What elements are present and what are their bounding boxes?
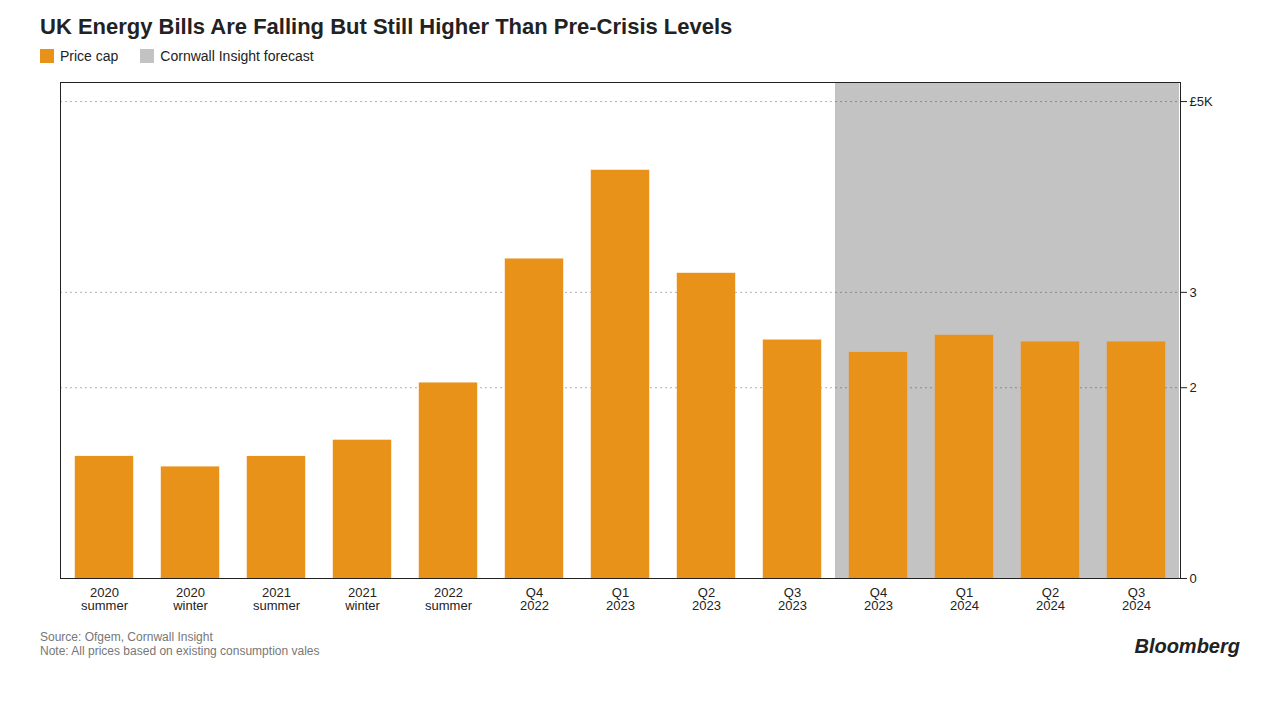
svg-text:Q22023: Q22023 — [692, 585, 721, 613]
svg-text:Q32023: Q32023 — [778, 585, 807, 613]
svg-text:2: 2 — [1190, 380, 1197, 395]
svg-text:Q32024: Q32024 — [1122, 585, 1151, 613]
svg-text:2020summer: 2020summer — [81, 585, 129, 613]
svg-text:Q42022: Q42022 — [520, 585, 549, 613]
svg-text:2021summer: 2021summer — [253, 585, 301, 613]
svg-text:£5K: £5K — [1190, 94, 1213, 109]
html-text:Price cap: Price cap — [60, 48, 119, 64]
html-text:Cornwall Insight forecast: Cornwall Insight forecast — [160, 48, 314, 64]
svg-text:Q12024: Q12024 — [950, 585, 979, 613]
svg-text:2020winter: 2020winter — [172, 585, 208, 613]
html-text:UK Energy Bills Are Falling Bu: UK Energy Bills Are Falling But Still Hi… — [40, 14, 733, 39]
svg-text:2022summer: 2022summer — [425, 585, 473, 613]
html-text:Source: Ofgem, Cornwall Insigh: Source: Ofgem, Cornwall Insight Note: Al… — [40, 630, 320, 658]
svg-text:Q22024: Q22024 — [1036, 585, 1065, 613]
svg-text:Q42023: Q42023 — [864, 585, 893, 613]
svg-text:Q12023: Q12023 — [606, 585, 635, 613]
svg-text:2021winter: 2021winter — [344, 585, 380, 613]
svg-text:0: 0 — [1190, 571, 1197, 586]
svg-text:3: 3 — [1190, 285, 1197, 300]
html-text:Bloomberg: Bloomberg — [1134, 635, 1240, 657]
